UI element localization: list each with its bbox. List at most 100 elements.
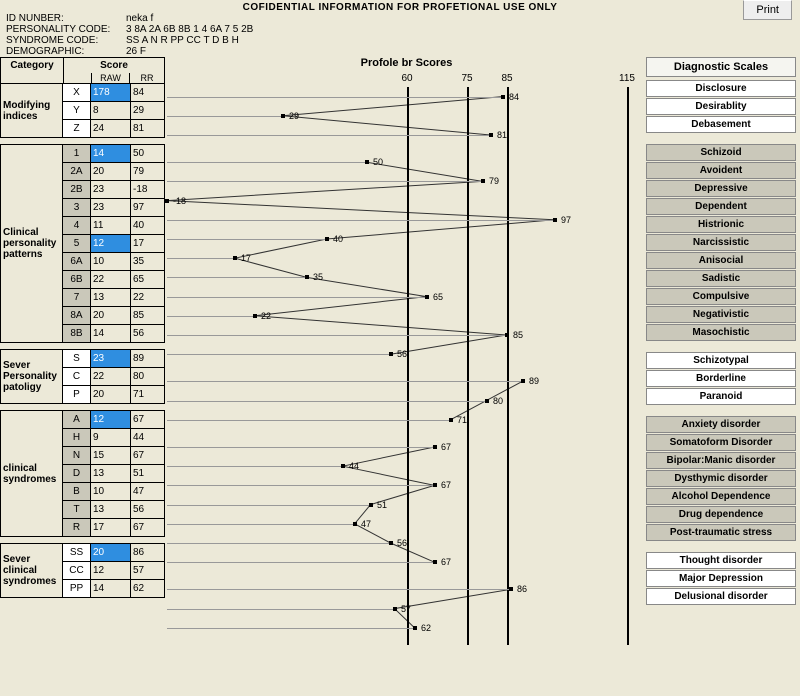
scale-button[interactable]: Avoident bbox=[646, 162, 796, 179]
scale-button[interactable]: Schizotypal bbox=[646, 352, 796, 369]
row-code: C bbox=[63, 368, 91, 385]
category-label: Sever Personality patoligy bbox=[1, 350, 63, 403]
row-raw: 20 bbox=[91, 307, 131, 324]
demographic-line: DEMOGRAPHIC:26 F bbox=[0, 46, 800, 57]
scale-button[interactable]: Somatoform Disorder bbox=[646, 434, 796, 451]
data-point-label: 56 bbox=[397, 538, 407, 548]
leader-line bbox=[167, 97, 503, 98]
row-code: 2B bbox=[63, 181, 91, 198]
row-raw: 24 bbox=[91, 120, 131, 137]
scale-button[interactable]: Debasement bbox=[646, 116, 796, 133]
row-raw: 20 bbox=[91, 544, 131, 561]
data-point bbox=[449, 418, 453, 422]
leader-line bbox=[167, 543, 391, 544]
axis-tick: 60 bbox=[401, 73, 412, 84]
scale-button[interactable]: Disclosure bbox=[646, 80, 796, 97]
data-point-label: 67 bbox=[441, 557, 451, 567]
data-point-label: 22 bbox=[261, 311, 271, 321]
row-raw: 11 bbox=[91, 217, 131, 234]
category-label: Modifying indices bbox=[1, 84, 63, 137]
scale-button[interactable]: Anxiety disorder bbox=[646, 416, 796, 433]
score-row: T1356 bbox=[63, 500, 164, 518]
scale-button[interactable]: Depressive bbox=[646, 180, 796, 197]
row-code: 6A bbox=[63, 253, 91, 270]
data-point-label: 84 bbox=[509, 92, 519, 102]
data-point bbox=[281, 114, 285, 118]
data-point-label: 89 bbox=[529, 376, 539, 386]
score-row: R1767 bbox=[63, 518, 164, 536]
score-row: 2A2079 bbox=[63, 162, 164, 180]
data-point bbox=[521, 379, 525, 383]
scale-button[interactable]: Post-traumatic stress bbox=[646, 524, 796, 541]
row-code: CC bbox=[63, 562, 91, 579]
data-point-label: 29 bbox=[289, 111, 299, 121]
row-br: 67 bbox=[131, 411, 164, 428]
data-point bbox=[553, 218, 557, 222]
row-code: Z bbox=[63, 120, 91, 137]
gridline bbox=[507, 87, 509, 645]
data-point bbox=[369, 503, 373, 507]
scale-button[interactable]: Compulsive bbox=[646, 288, 796, 305]
data-point-label: 62 bbox=[421, 623, 431, 633]
axis-tick: 75 bbox=[461, 73, 472, 84]
row-raw: 9 bbox=[91, 429, 131, 446]
score-row: 41140 bbox=[63, 216, 164, 234]
score-row: SS2086 bbox=[63, 544, 164, 561]
scale-button[interactable]: Bipolar:Manic disorder bbox=[646, 452, 796, 469]
scale-button[interactable]: Masochistic bbox=[646, 324, 796, 341]
row-raw: 23 bbox=[91, 350, 131, 367]
row-raw: 13 bbox=[91, 501, 131, 518]
score-row: 6A1035 bbox=[63, 252, 164, 270]
leader-line bbox=[167, 335, 507, 336]
score-row: P2071 bbox=[63, 385, 164, 403]
scale-button[interactable]: Borderline bbox=[646, 370, 796, 387]
leader-line bbox=[167, 258, 235, 259]
scale-button[interactable]: Sadistic bbox=[646, 270, 796, 287]
score-row: N1567 bbox=[63, 446, 164, 464]
score-row: 8B1456 bbox=[63, 324, 164, 342]
row-br: 67 bbox=[131, 447, 164, 464]
scale-button[interactable]: Dependent bbox=[646, 198, 796, 215]
scale-button[interactable]: Major Depression bbox=[646, 570, 796, 587]
leader-line bbox=[167, 381, 523, 382]
row-br: 44 bbox=[131, 429, 164, 446]
row-code: 7 bbox=[63, 289, 91, 306]
scale-button[interactable]: Delusional disorder bbox=[646, 588, 796, 605]
leader-line bbox=[167, 505, 371, 506]
row-code: H bbox=[63, 429, 91, 446]
score-row: C2280 bbox=[63, 367, 164, 385]
score-row: 8A2085 bbox=[63, 306, 164, 324]
print-button[interactable]: Print bbox=[743, 0, 792, 20]
score-group: Modifying indicesX17884Y829Z2481 bbox=[0, 83, 165, 138]
data-point-label: 85 bbox=[513, 330, 523, 340]
leader-line bbox=[167, 220, 555, 221]
row-code: 6B bbox=[63, 271, 91, 288]
axis-tick: 85 bbox=[501, 73, 512, 84]
score-row: PP1462 bbox=[63, 579, 164, 597]
row-code: SS bbox=[63, 544, 91, 561]
leader-line bbox=[167, 135, 491, 136]
scale-button[interactable]: Drug dependence bbox=[646, 506, 796, 523]
data-point-label: 17 bbox=[241, 253, 251, 263]
scale-button[interactable]: Narcissistic bbox=[646, 234, 796, 251]
scale-button[interactable]: Dysthymic disorder bbox=[646, 470, 796, 487]
scale-button[interactable]: Alcohol Dependence bbox=[646, 488, 796, 505]
axis-tick: 115 bbox=[619, 73, 635, 84]
scale-button[interactable]: Paranoid bbox=[646, 388, 796, 405]
score-row: 11450 bbox=[63, 145, 164, 162]
row-br: 29 bbox=[131, 102, 164, 119]
scale-button[interactable]: Anisocial bbox=[646, 252, 796, 269]
data-point-label: 86 bbox=[517, 584, 527, 594]
row-code: 1 bbox=[63, 145, 91, 162]
scale-button[interactable]: Thought disorder bbox=[646, 552, 796, 569]
row-code: A bbox=[63, 411, 91, 428]
scale-button[interactable]: Desirablity bbox=[646, 98, 796, 115]
data-point-label: 51 bbox=[377, 500, 387, 510]
scale-button[interactable]: Schizoid bbox=[646, 144, 796, 161]
leader-line bbox=[167, 420, 451, 421]
data-point bbox=[509, 587, 513, 591]
category-label: clinical syndromes bbox=[1, 411, 63, 536]
leader-line bbox=[167, 116, 283, 117]
scale-button[interactable]: Negativistic bbox=[646, 306, 796, 323]
scale-button[interactable]: Histrionic bbox=[646, 216, 796, 233]
